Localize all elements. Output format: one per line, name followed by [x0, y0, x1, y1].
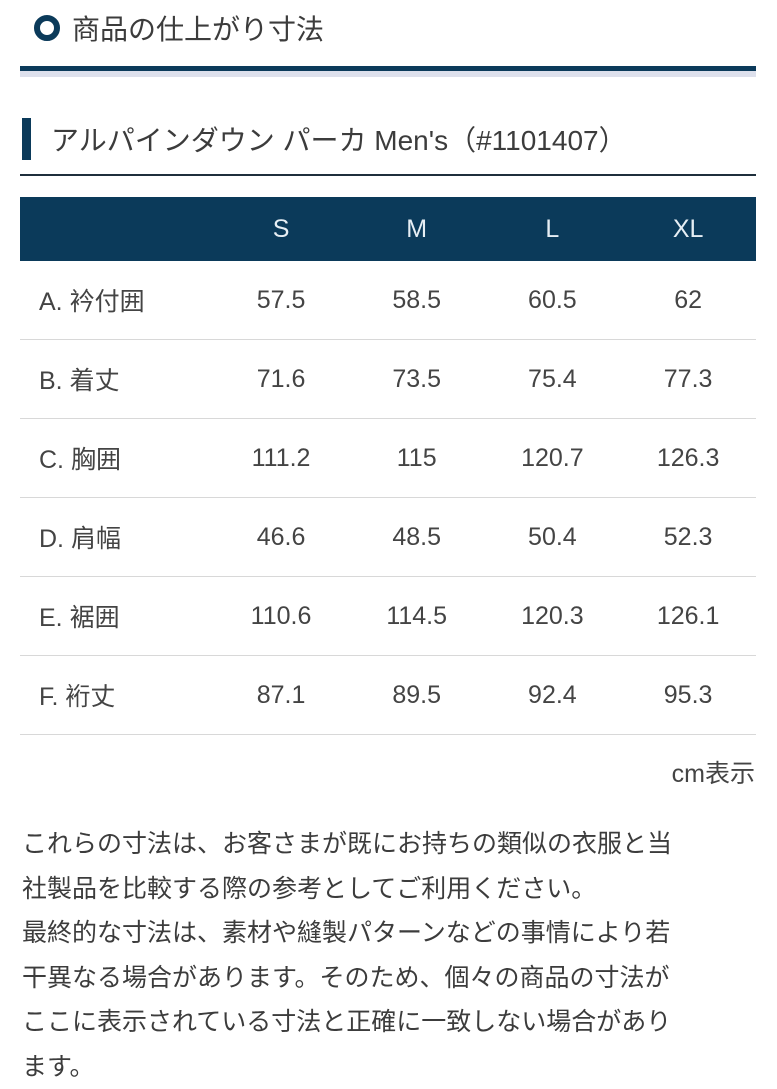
size-value: 115 [349, 419, 485, 498]
size-value: 46.6 [213, 498, 349, 577]
size-value: 77.3 [620, 340, 756, 419]
row-label: A. 衿付囲 [20, 261, 213, 340]
size-value: 126.1 [620, 577, 756, 656]
section-divider-light [20, 71, 756, 77]
size-value: 126.3 [620, 419, 756, 498]
size-value: 58.5 [349, 261, 485, 340]
size-value: 111.2 [213, 419, 349, 498]
size-value: 60.5 [485, 261, 621, 340]
header-size: L [485, 197, 621, 261]
size-value: 87.1 [213, 656, 349, 735]
size-value: 71.6 [213, 340, 349, 419]
row-label: F. 裄丈 [20, 656, 213, 735]
row-label: E. 裾囲 [20, 577, 213, 656]
size-value: 120.3 [485, 577, 621, 656]
header-size: M [349, 197, 485, 261]
heading-bar-icon [22, 118, 31, 160]
heading-divider [20, 174, 756, 176]
size-value: 120.7 [485, 419, 621, 498]
section-title: 商品の仕上がり寸法 [34, 8, 324, 48]
size-value: 110.6 [213, 577, 349, 656]
header-size: XL [620, 197, 756, 261]
size-value: 57.5 [213, 261, 349, 340]
size-value: 52.3 [620, 498, 756, 577]
row-label: D. 肩幅 [20, 498, 213, 577]
product-title: アルパインダウン パーカ Men's（#1101407） [51, 119, 627, 159]
size-value: 73.5 [349, 340, 485, 419]
disclaimer-line: 干異なる場合があります。そのため、個々の商品の寸法が [22, 956, 672, 1001]
header-size: S [213, 197, 349, 261]
size-value: 114.5 [349, 577, 485, 656]
row-label: C. 胸囲 [20, 419, 213, 498]
header-blank [20, 197, 213, 261]
disclaimer-line: 最終的な寸法は、素材や縫製パターンなどの事情により若 [22, 911, 672, 956]
section-title-text: 商品の仕上がり寸法 [72, 8, 324, 48]
disclaimer-line: ます。 [22, 1045, 672, 1089]
size-disclaimer: これらの寸法は、お客さまが既にお持ちの類似の衣服と当社製品を比較する際の参考とし… [22, 822, 672, 1089]
size-value: 48.5 [349, 498, 485, 577]
size-value: 50.4 [485, 498, 621, 577]
size-value: 92.4 [485, 656, 621, 735]
disclaimer-line: ここに表示されている寸法と正確に一致しない場合があり [22, 1000, 672, 1045]
size-value: 89.5 [349, 656, 485, 735]
size-value: 62 [620, 261, 756, 340]
size-value: 95.3 [620, 656, 756, 735]
unit-note: cm表示 [672, 754, 755, 790]
disclaimer-line: これらの寸法は、お客さまが既にお持ちの類似の衣服と当 [22, 822, 672, 867]
disclaimer-line: 社製品を比較する際の参考としてご利用ください。 [22, 867, 672, 912]
product-heading: アルパインダウン パーカ Men's（#1101407） [22, 118, 627, 160]
circle-bullet-icon [34, 15, 60, 41]
size-value: 75.4 [485, 340, 621, 419]
row-label: B. 着丈 [20, 340, 213, 419]
